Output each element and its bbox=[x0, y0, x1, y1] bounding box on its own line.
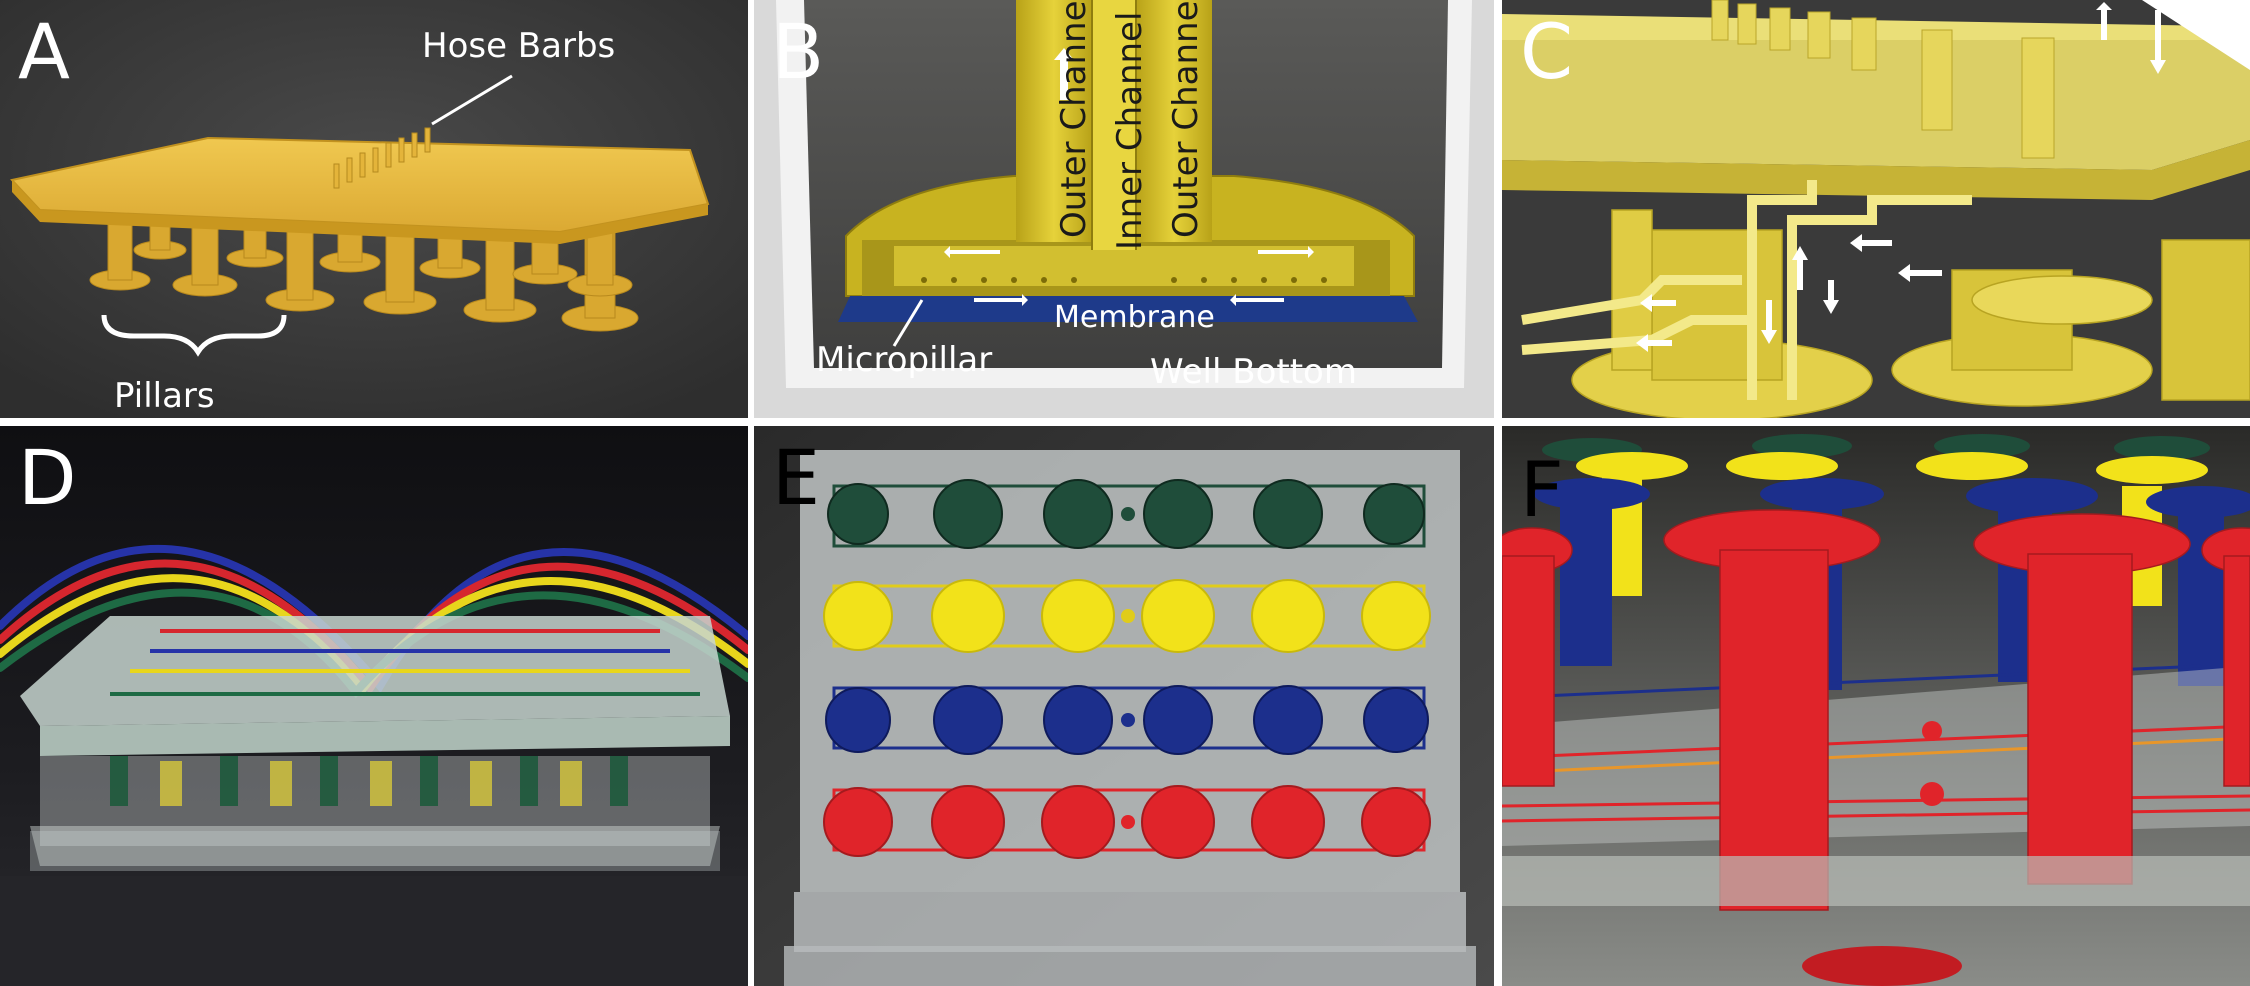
panel-d-photo bbox=[0, 426, 748, 986]
panel-label-e: E bbox=[772, 433, 821, 522]
panel-e: E bbox=[754, 426, 1494, 986]
panel-c: C bbox=[1502, 0, 2250, 418]
micropillar-label: Micropillar bbox=[816, 340, 993, 380]
panel-b-render bbox=[754, 0, 1494, 418]
panel-label-f: F bbox=[1520, 445, 1564, 534]
panel-label-c: C bbox=[1520, 7, 1574, 96]
well-bottom-label: Well Bottom bbox=[1150, 352, 1357, 392]
panel-label-b: B bbox=[772, 7, 825, 96]
panel-a-render bbox=[0, 0, 748, 418]
panel-e-photo bbox=[754, 426, 1494, 986]
panel-a: A Hose Barbs Pillars bbox=[0, 0, 748, 418]
blue-cap-row bbox=[825, 685, 1429, 755]
panel-f: F bbox=[1502, 426, 2250, 986]
panel-c-render bbox=[1502, 0, 2250, 418]
hose-barb-row bbox=[333, 127, 431, 189]
membrane-label: Membrane bbox=[1054, 300, 1215, 335]
panel-label-a: A bbox=[18, 7, 70, 96]
panel-f-photo bbox=[1502, 426, 2250, 986]
red-cap-row bbox=[823, 785, 1431, 859]
outer-channel-label-left: Outer Channel bbox=[1054, 0, 1094, 238]
outer-channel-label-right: Outer Channel bbox=[1166, 0, 1206, 238]
panel-b: B Outer Channel Inner Channel Outer Chan… bbox=[754, 0, 1494, 418]
yellow-cap-row bbox=[823, 579, 1431, 653]
panel-d: D bbox=[0, 426, 748, 986]
green-cap-row bbox=[827, 479, 1425, 549]
pillars-label: Pillars bbox=[114, 376, 215, 416]
inner-channel-label: Inner Channel bbox=[1110, 11, 1150, 250]
panel-label-d: D bbox=[18, 433, 77, 522]
hose-barbs-label: Hose Barbs bbox=[422, 26, 616, 66]
